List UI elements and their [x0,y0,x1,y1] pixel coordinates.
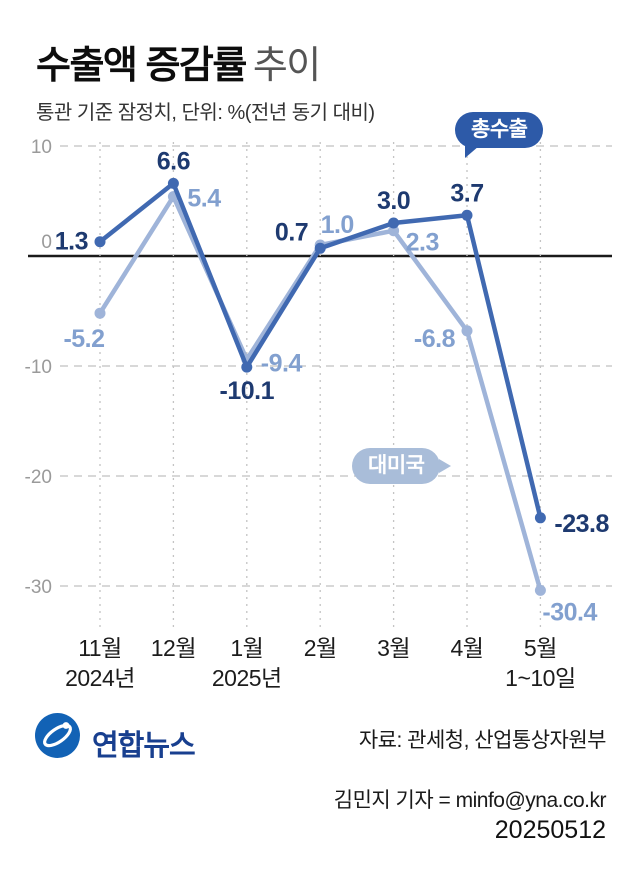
series-badge-to-us: 대미국 [352,448,452,484]
value-label: -9.4 [261,349,303,377]
data-point [461,325,473,337]
value-label: 1.0 [321,211,354,239]
title-main: 수출액 증감률 [36,45,247,87]
x-tick-label: 12월 [151,635,196,661]
x-tick-sublabel: 2024년 [65,665,135,691]
x-tick-label: 5월 [524,635,557,661]
x-tick-label: 2월 [304,635,337,661]
reporter-byline: 김민지 기자 = minfo@yna.co.kr [333,789,607,812]
x-tick-label: 4월 [451,635,484,661]
value-label: 3.7 [450,179,483,207]
value-label: -6.8 [414,325,456,353]
chart-subtitle: 통관 기준 잠정치, 단위: %(전년 동기 대비) [36,102,375,124]
value-label: -30.4 [542,598,597,626]
data-point [94,307,106,319]
value-label: -5.2 [63,325,104,353]
y-tick-label: -20 [25,467,52,488]
badge-pointer-down-icon [465,146,479,158]
data-point [241,361,253,373]
y-tick-label: -10 [25,357,52,378]
y-tick-label: -30 [25,577,52,598]
value-label: 2.3 [406,229,439,257]
value-label: 5.4 [187,185,221,213]
y-tick-label: 10 [31,137,52,158]
line-chart: 10 0 -10 -20 -30 11월 2024년 12월 1월 2025년 2월 3월 4월 5월 1~… [25,137,612,691]
value-label: -23.8 [554,510,609,538]
x-tick-label: 1월 [230,635,263,661]
data-point [167,177,179,189]
data-point [534,512,546,524]
data-point [314,242,326,254]
value-label: 1.3 [55,228,88,256]
series-badge-to-us-label: 대미국 [368,454,425,477]
data-point [388,217,400,229]
source-credit: 자료: 관세청, 산업통상자원부 [358,729,607,752]
x-tick-label: 11월 [78,635,122,661]
value-label: 0.7 [275,218,308,246]
value-label: -10.1 [220,377,275,405]
yonhap-logo-icon [35,713,80,758]
badge-pointer-right-icon [439,459,452,473]
data-point [534,584,546,596]
series-badge-total-exports: 총수출 [455,112,544,158]
title-sub: 추이 [252,45,321,87]
yonhap-logo-text: 연합뉴스 [92,730,196,762]
y-tick-label: 0 [41,232,52,253]
x-tick-sublabel: 2025년 [212,665,282,691]
series-badge-total-exports-label: 총수출 [471,118,528,141]
date-stamp: 20250512 [494,816,606,844]
data-point [388,225,400,237]
x-tick-sublabel: 1~10일 [505,665,575,691]
x-tick-label: 3월 [377,635,410,661]
data-point [461,209,473,221]
value-label: 3.0 [377,187,410,215]
page-title: 수출액 증감률 추이 [36,34,321,89]
value-label: 6.6 [157,147,190,175]
data-point [94,236,106,248]
